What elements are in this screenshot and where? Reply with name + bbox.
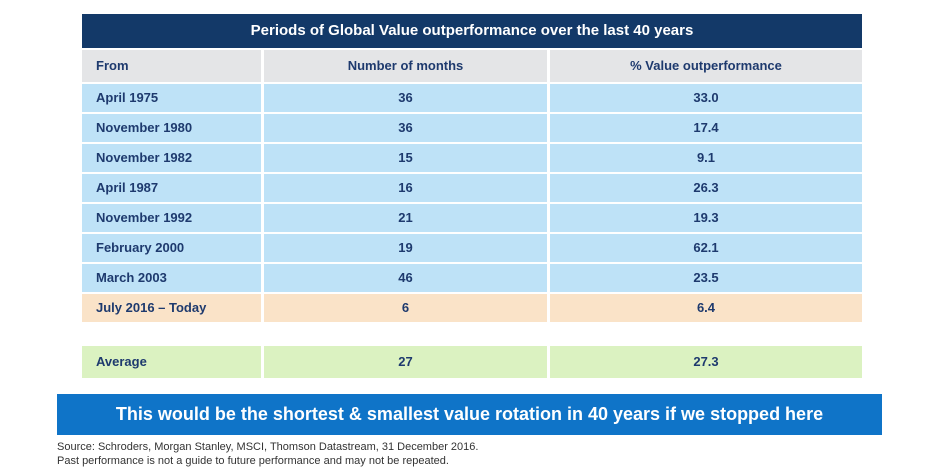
table-row: April 1987 16 26.3 bbox=[82, 174, 862, 202]
header-number-of-months: Number of months bbox=[264, 50, 550, 82]
row-outperformance-cell: 62.1 bbox=[693, 240, 719, 255]
row-outperformance-cell: 17.4 bbox=[693, 120, 719, 135]
row-outperformance-cell: 9.1 bbox=[696, 150, 716, 165]
table-header-row: From Number of months % Value outperform… bbox=[82, 50, 862, 82]
row-months-cell: 16 bbox=[264, 174, 550, 202]
row-outperformance-cell: 19.3 bbox=[693, 210, 719, 225]
row-from-cell: April 1987 bbox=[82, 174, 264, 202]
row-from-cell: November 1980 bbox=[82, 114, 264, 142]
table-row: November 1980 36 17.4 bbox=[82, 114, 862, 142]
table-row: November 1982 15 9.1 bbox=[82, 144, 862, 172]
table-row: February 2000 19 62.1 bbox=[82, 234, 862, 262]
average-months-cell: 27 bbox=[264, 346, 550, 378]
source-note: Source: Schroders, Morgan Stanley, MSCI,… bbox=[57, 441, 479, 453]
row-outperformance-cell: 23.5 bbox=[693, 270, 719, 285]
row-from-cell: March 2003 bbox=[82, 264, 264, 292]
average-outperformance-cell: 27.3 bbox=[693, 354, 719, 369]
header-value-outperformance: % Value outperformance bbox=[630, 58, 782, 73]
table-row: November 1992 21 19.3 bbox=[82, 204, 862, 232]
table-title: Periods of Global Value outperformance o… bbox=[82, 14, 862, 48]
table-row: April 1975 36 33.0 bbox=[82, 84, 862, 112]
footnotes: Source: Schroders, Morgan Stanley, MSCI,… bbox=[57, 440, 478, 468]
row-outperformance-cell: 26.3 bbox=[693, 180, 719, 195]
disclaimer-note: Past performance is not a guide to futur… bbox=[57, 455, 449, 467]
row-from-cell: February 2000 bbox=[82, 234, 264, 262]
header-from: From bbox=[82, 50, 264, 82]
table-row-average: Average 27 27.3 bbox=[82, 346, 862, 378]
row-from-cell: April 1975 bbox=[82, 84, 264, 112]
row-months-cell: 36 bbox=[264, 114, 550, 142]
row-from-cell: July 2016 – Today bbox=[82, 294, 264, 322]
row-months-cell: 19 bbox=[264, 234, 550, 262]
row-months-cell: 36 bbox=[264, 84, 550, 112]
row-months-cell: 46 bbox=[264, 264, 550, 292]
row-months-cell: 15 bbox=[264, 144, 550, 172]
row-from-cell: November 1992 bbox=[82, 204, 264, 232]
row-months-cell: 6 bbox=[264, 294, 550, 322]
row-months-cell: 21 bbox=[264, 204, 550, 232]
row-from-cell: November 1982 bbox=[82, 144, 264, 172]
row-outperformance-cell: 6.4 bbox=[696, 300, 716, 315]
table-row-highlighted-july-2016: July 2016 – Today 6 6.4 bbox=[82, 294, 862, 322]
row-outperformance-cell: 33.0 bbox=[693, 90, 719, 105]
callout-banner: This would be the shortest & smallest va… bbox=[57, 394, 882, 435]
outperformance-table: Periods of Global Value outperformance o… bbox=[82, 14, 862, 378]
average-label-cell: Average bbox=[82, 346, 264, 378]
table-row: March 2003 46 23.5 bbox=[82, 264, 862, 292]
